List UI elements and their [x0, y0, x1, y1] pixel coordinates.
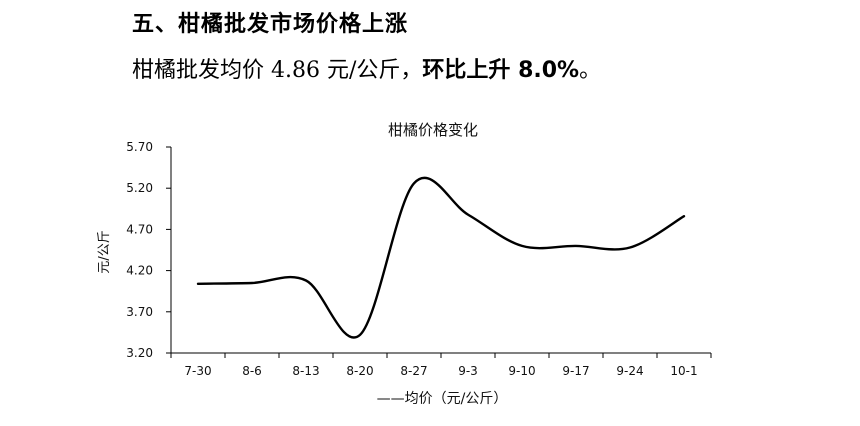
- y-tick-label: 5.20: [126, 181, 153, 195]
- y-tick-label: 3.70: [126, 305, 153, 319]
- x-tick-label: 9-3: [458, 364, 478, 378]
- x-tick-label: 8-27: [400, 364, 427, 378]
- y-tick-label: 4.20: [126, 264, 153, 278]
- y-axis: 3.20 3.70 4.20 4.70 5.20 5.70: [126, 140, 172, 360]
- x-tick-label: 8-20: [346, 364, 373, 378]
- y-tick-label: 5.70: [126, 140, 153, 154]
- x-tick-label: 10-1: [670, 364, 697, 378]
- summary-end: 。: [579, 58, 602, 83]
- y-tick-label: 4.70: [126, 222, 153, 236]
- x-tick-label: 9-17: [562, 364, 589, 378]
- price-summary: 柑橘批发均价 4.86 元/公斤，环比上升 8.0%。: [132, 52, 601, 84]
- summary-unit: 元/公斤，: [327, 58, 423, 83]
- summary-change: 环比上升 8.0%: [422, 58, 580, 83]
- summary-lead: 柑橘批发均价: [132, 58, 265, 83]
- summary-price: 4.86: [271, 58, 320, 83]
- legend-label: ——均价（元/公斤）: [377, 391, 508, 407]
- y-axis-label: 元/公斤: [97, 230, 112, 273]
- x-tick-label: 8-13: [292, 364, 319, 378]
- x-tick-label: 9-10: [508, 364, 535, 378]
- series-line-avg-price: [196, 176, 686, 339]
- section-heading: 五、柑橘批发市场价格上涨: [132, 12, 409, 37]
- chart-title: 柑橘价格变化: [388, 121, 478, 139]
- x-tick-label: 7-30: [184, 364, 211, 378]
- x-tick-label: 8-6: [242, 364, 262, 378]
- y-tick-label: 3.20: [126, 346, 153, 360]
- x-axis: 7-30 8-6 8-13 8-20 8-27 9-3 9-10 9-17 9-24 10-1: [170, 352, 712, 378]
- x-tick-label: 9-24: [616, 364, 643, 378]
